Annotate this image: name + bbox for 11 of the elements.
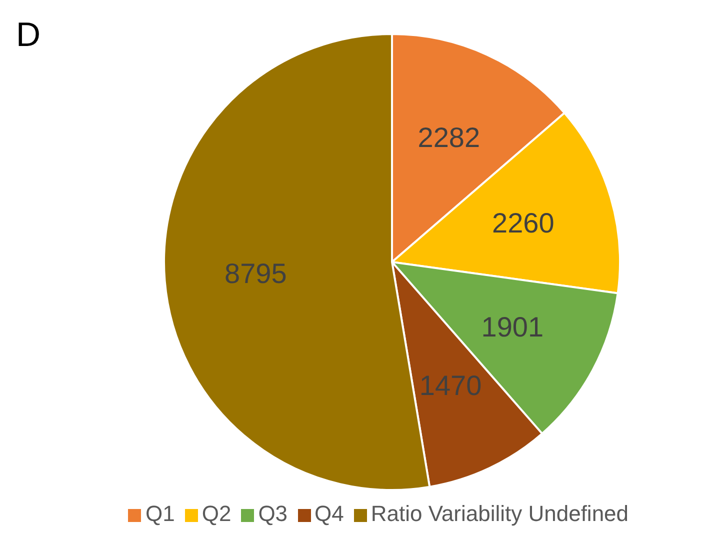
data-label: 1901	[481, 311, 544, 342]
legend-label: Q2	[202, 501, 232, 526]
legend-label: Q3	[258, 501, 288, 526]
legend-label: Ratio Variability Undefined	[370, 501, 629, 526]
data-label: 2260	[492, 208, 554, 239]
legend-label: Q4	[314, 501, 344, 526]
data-label: 2282	[418, 122, 480, 154]
data-label: 8795	[224, 258, 287, 289]
chart-title: D	[16, 16, 41, 55]
legend-label: Q1	[145, 501, 175, 526]
data-label: 1470	[419, 370, 482, 402]
